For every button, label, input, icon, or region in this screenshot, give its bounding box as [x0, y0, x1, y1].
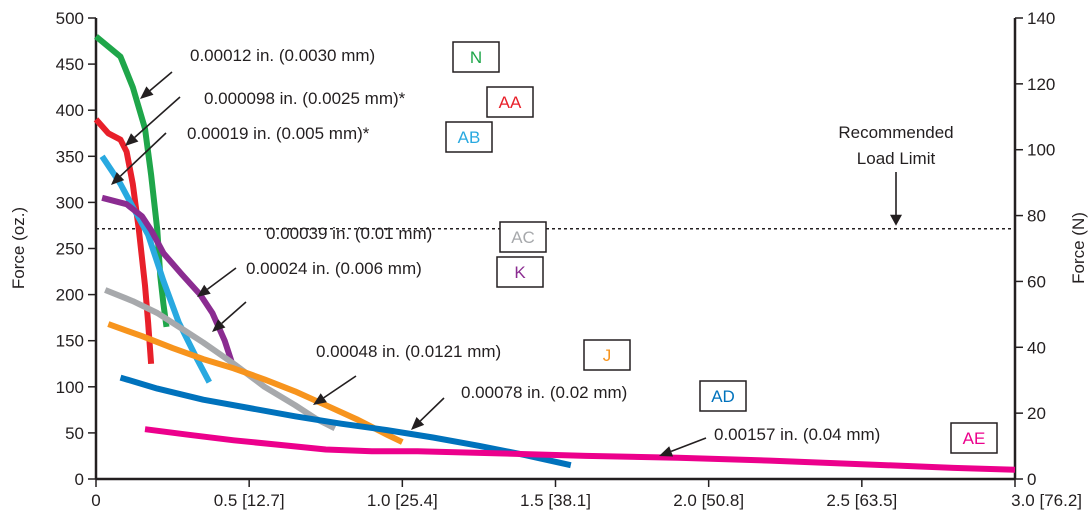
- annotation-arrow-shaft: [419, 397, 445, 422]
- series-annotation-k: 0.00024 in. (0.006 mm): [246, 259, 422, 278]
- y-tick-label: 100: [56, 378, 84, 397]
- annotation-arrow-shaft: [221, 301, 247, 324]
- series-tag-box-k: [496, 256, 544, 288]
- series-line-k: [101, 194, 237, 370]
- y-tick-label: 250: [56, 240, 84, 259]
- y-axis-title: Force (oz.): [9, 207, 28, 289]
- x-tick-label: 0.5 [12.7]: [214, 491, 285, 510]
- annotation-arrow-head: [125, 133, 139, 146]
- series-tag-box-n: [452, 41, 500, 73]
- reference-arrow-head: [890, 214, 902, 226]
- annotation-arrow-shaft: [149, 71, 173, 92]
- series-annotation-ae: 0.00157 in. (0.04 mm): [714, 425, 880, 444]
- y2-tick-label: 60: [1027, 272, 1046, 291]
- y-tick-label: 150: [56, 332, 84, 351]
- series-annotation-j: 0.00048 in. (0.0121 mm): [316, 342, 501, 361]
- y2-tick-label: 40: [1027, 338, 1046, 357]
- series-tag-box-aa: [486, 86, 534, 118]
- series-tag-j: J: [603, 346, 612, 365]
- axes: 0 50 100 150 200 250 300 350 400 450 500 0 20 40 60 80 1…: [56, 9, 1082, 510]
- y-tick-label: 300: [56, 193, 84, 212]
- y2-tick-label: 20: [1027, 404, 1046, 423]
- x-tick-label: 3.0 [76.2]: [1011, 491, 1082, 510]
- x-tick-label: 0: [91, 491, 100, 510]
- series-tag-ab: AB: [458, 128, 481, 147]
- series-tag-aa: AA: [499, 93, 522, 112]
- series-tag-ae: AE: [963, 429, 986, 448]
- recommended-load-limit-label: Load Limit: [857, 149, 936, 168]
- recommended-load-limit-label: Recommended: [838, 123, 953, 142]
- x-tick-label: 2.0 [50.8]: [673, 491, 744, 510]
- series-line-ae: [144, 426, 1016, 473]
- y2-tick-label: 120: [1027, 75, 1055, 94]
- series-annotation-ad: 0.00078 in. (0.02 mm): [461, 383, 627, 402]
- series-tag-box-j: [583, 339, 631, 371]
- annotation-arrow-head: [111, 172, 125, 185]
- series-annotations: 0.00012 in. (0.0030 mm) N 0.000098 in. (0.…: [111, 41, 998, 457]
- y-tick-label: 200: [56, 286, 84, 305]
- y2-tick-label: 0: [1027, 470, 1036, 489]
- series-tag-n: N: [470, 48, 482, 67]
- series-line-ac: [104, 287, 337, 431]
- annotation-arrow-shaft: [670, 437, 707, 453]
- y2-tick-label: 140: [1027, 9, 1055, 28]
- series-annotation-ac: 0.00039 in. (0.01 mm): [266, 224, 432, 243]
- y2-tick-label: 100: [1027, 141, 1055, 160]
- y-tick-label: 0: [75, 470, 84, 489]
- y-tick-label: 350: [56, 147, 84, 166]
- series-tag-box-ad: [699, 380, 747, 412]
- series-annotation-ab: 0.00019 in. (0.005 mm)*: [187, 124, 370, 143]
- y-tick-label: 400: [56, 101, 84, 120]
- x-tick-label: 1.5 [38.1]: [520, 491, 591, 510]
- annotation-arrow-shaft: [119, 132, 167, 177]
- annotation-arrow-shaft: [323, 375, 357, 399]
- annotation-arrow-head: [659, 446, 674, 457]
- series-line-n: [94, 34, 170, 328]
- x-tick-label: 1.0 [25.4]: [367, 491, 438, 510]
- annotation-arrow-shaft: [134, 96, 181, 138]
- series-line-ad: [119, 374, 572, 469]
- series-annotation-n: 0.00012 in. (0.0030 mm): [190, 46, 375, 65]
- series-tag-box-ac: [499, 221, 547, 253]
- annotation-arrow-shaft: [206, 267, 237, 290]
- annotation-arrow-head: [212, 319, 226, 332]
- series-annotation-aa: 0.000098 in. (0.0025 mm)*: [204, 89, 406, 108]
- series-line-ab: [99, 154, 212, 384]
- annotation-arrow-head: [140, 86, 154, 99]
- series-tag-ac: AC: [511, 228, 535, 247]
- y2-axis-title: Force (N): [1069, 212, 1088, 284]
- annotation-arrow-head: [313, 393, 327, 405]
- series-tag-box-ae: [950, 422, 998, 454]
- y-tick-label: 50: [65, 424, 84, 443]
- annotation-arrow-head: [197, 284, 211, 297]
- reference-line-group: Recommended Load Limit: [96, 123, 1015, 230]
- series-tag-ad: AD: [711, 387, 735, 406]
- series-tag-k: K: [514, 263, 526, 282]
- y-tick-label: 500: [56, 9, 84, 28]
- y-tick-label: 450: [56, 55, 84, 74]
- series-lines: [93, 34, 1016, 473]
- series-tag-box-ab: [445, 121, 493, 153]
- y2-tick-label: 80: [1027, 207, 1046, 226]
- annotation-arrow-head: [411, 417, 425, 430]
- x-tick-label: 2.5 [63.5]: [826, 491, 897, 510]
